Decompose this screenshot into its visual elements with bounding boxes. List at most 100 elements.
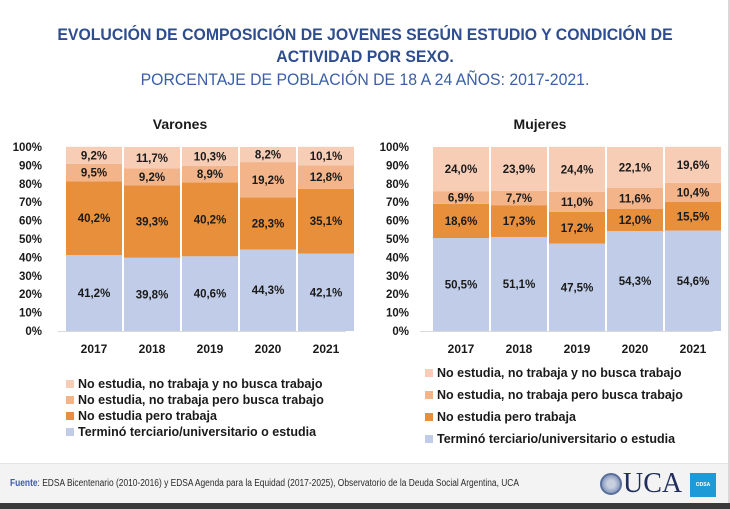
legend-label: No estudia, no trabaja pero busca trabaj…: [437, 388, 683, 402]
bar-segment: [66, 255, 122, 331]
y-tick-label: 30%: [19, 271, 42, 283]
title-line-2: ACTIVIDAD POR SEXO.: [276, 47, 454, 66]
legend-swatch: [66, 396, 74, 404]
y-tick-label: 0%: [392, 326, 409, 338]
y-tick-label: 50%: [386, 234, 409, 246]
bar-segment: [298, 146, 354, 166]
x-tick-label: 2019: [197, 342, 224, 356]
y-tick-label: 90%: [19, 160, 42, 172]
data-label: 23,9%: [503, 164, 536, 176]
y-tick-label: 30%: [386, 271, 409, 283]
bar-segment: [491, 190, 547, 206]
data-label: 50,5%: [445, 280, 478, 292]
bar-segment: [298, 188, 354, 254]
data-label: 12,8%: [310, 172, 343, 184]
chart-varones: Varones 0% 10% 20% 30% 40% 50% 60% 70% 80% 90% 100%…: [13, 116, 354, 356]
source-note: Fuente: EDSA Bicentenario (2010-2016) y …: [10, 478, 519, 489]
data-label: 40,2%: [194, 214, 227, 226]
bar-segment: [549, 211, 605, 244]
legend-item: No estudia pero trabaja: [425, 406, 683, 428]
legend-label: No estudia, no trabaja y no busca trabaj…: [78, 377, 323, 391]
chart-title: Varones: [153, 116, 208, 132]
data-label: 40,2%: [78, 213, 111, 225]
y-tick-label: 90%: [386, 160, 409, 172]
data-label: 15,5%: [677, 211, 710, 223]
legend-item: No estudia, no trabaja pero busca trabaj…: [425, 384, 683, 406]
legend-item: No estudia, no trabaja y no busca trabaj…: [66, 376, 324, 392]
legend-label: No estudia pero trabaja: [78, 409, 217, 423]
data-label: 47,5%: [561, 282, 594, 294]
legend-swatch: [425, 413, 433, 421]
bar-segment: [124, 147, 180, 169]
source-label: Fuente: [10, 478, 38, 489]
bar-segment: [665, 146, 721, 183]
legend-item: No estudia, no trabaja y no busca trabaj…: [425, 362, 683, 384]
y-tick-label: 70%: [386, 197, 409, 209]
bar-segment: [182, 256, 238, 331]
main-title: EVOLUCIÓN DE COMPOSICIÓN DE JOVENES SEGÚ…: [26, 24, 705, 68]
data-label: 39,8%: [136, 289, 169, 301]
chart-mujeres: Mujeres 0% 10% 20% 30% 40% 50% 60% 70% 80% 90% 100%…: [380, 116, 721, 356]
data-label: 9,2%: [81, 150, 107, 162]
odsa-logo: ODSA: [690, 473, 716, 497]
data-label: 19,2%: [252, 175, 285, 187]
data-label: 51,1%: [503, 279, 536, 291]
data-label: 41,2%: [78, 288, 111, 300]
data-label: 10,4%: [677, 187, 710, 199]
x-tick-label: 2021: [680, 342, 707, 356]
legend-item: Terminó terciario/universitario o estudi…: [66, 424, 324, 440]
y-tick-label: 20%: [19, 289, 42, 301]
y-tick-label: 80%: [19, 179, 42, 191]
uca-logo: UCA: [600, 470, 682, 498]
bar-segment: [433, 238, 489, 331]
subtitle: PORCENTAJE DE POBLACIÓN DE 18 A 24 AÑOS:…: [140, 70, 590, 89]
bar-segment: [182, 165, 238, 183]
bar-segment: [607, 231, 663, 331]
bar-segment: [240, 147, 296, 163]
legend-label: No estudia, no trabaja pero busca trabaj…: [78, 393, 324, 407]
bar-segment: [433, 147, 489, 192]
source-text: : EDSA Bicentenario (2010-2016) y EDSA A…: [37, 478, 519, 489]
y-tick-label: 100%: [13, 142, 42, 154]
chart-title: Mujeres: [514, 116, 567, 132]
bar-segment: [124, 168, 180, 186]
bar-segment: [66, 181, 122, 256]
legend-swatch: [425, 391, 433, 399]
y-tick-label: 10%: [386, 308, 409, 320]
y-tick-label: 0%: [25, 326, 42, 338]
data-label: 7,7%: [506, 193, 532, 205]
bar-segment: [549, 191, 605, 212]
data-label: 10,1%: [310, 151, 343, 163]
bar-segment: [665, 182, 721, 203]
page-border: [728, 0, 730, 509]
legend-swatch: [425, 369, 433, 377]
bar-segment: [240, 162, 296, 198]
bar-segment: [298, 165, 354, 189]
legend-item: No estudia pero trabaja: [66, 408, 324, 424]
legend-item: Terminó terciario/universitario o estudi…: [425, 428, 683, 450]
bottom-bar: [0, 503, 730, 509]
x-tick-label: 2020: [255, 342, 282, 356]
data-label: 8,9%: [197, 169, 223, 181]
legend-label: Terminó terciario/universitario o estudi…: [78, 425, 317, 439]
x-tick-label: 2018: [139, 342, 166, 356]
x-tick-label: 2017: [448, 342, 475, 356]
bar-segment: [298, 253, 354, 331]
data-label: 18,6%: [445, 216, 478, 228]
data-label: 35,1%: [310, 216, 343, 228]
bar-segment: [607, 147, 663, 188]
y-tick-label: 50%: [19, 234, 42, 246]
legend-swatch: [66, 380, 74, 388]
data-label: 22,1%: [619, 162, 652, 174]
y-tick-label: 40%: [386, 252, 409, 264]
data-label: 8,2%: [255, 150, 281, 162]
bar-segment: [182, 147, 238, 166]
data-label: 54,6%: [677, 276, 710, 288]
title-line-1: EVOLUCIÓN DE COMPOSICIÓN DE JOVENES SEGÚ…: [57, 25, 673, 44]
x-tick-label: 2020: [622, 342, 649, 356]
data-label: 40,6%: [194, 289, 227, 301]
y-tick-label: 100%: [380, 142, 409, 154]
bar-segment: [66, 163, 122, 182]
data-label: 6,9%: [448, 193, 474, 205]
legend-label: No estudia, no trabaja y no busca trabaj…: [437, 366, 682, 380]
